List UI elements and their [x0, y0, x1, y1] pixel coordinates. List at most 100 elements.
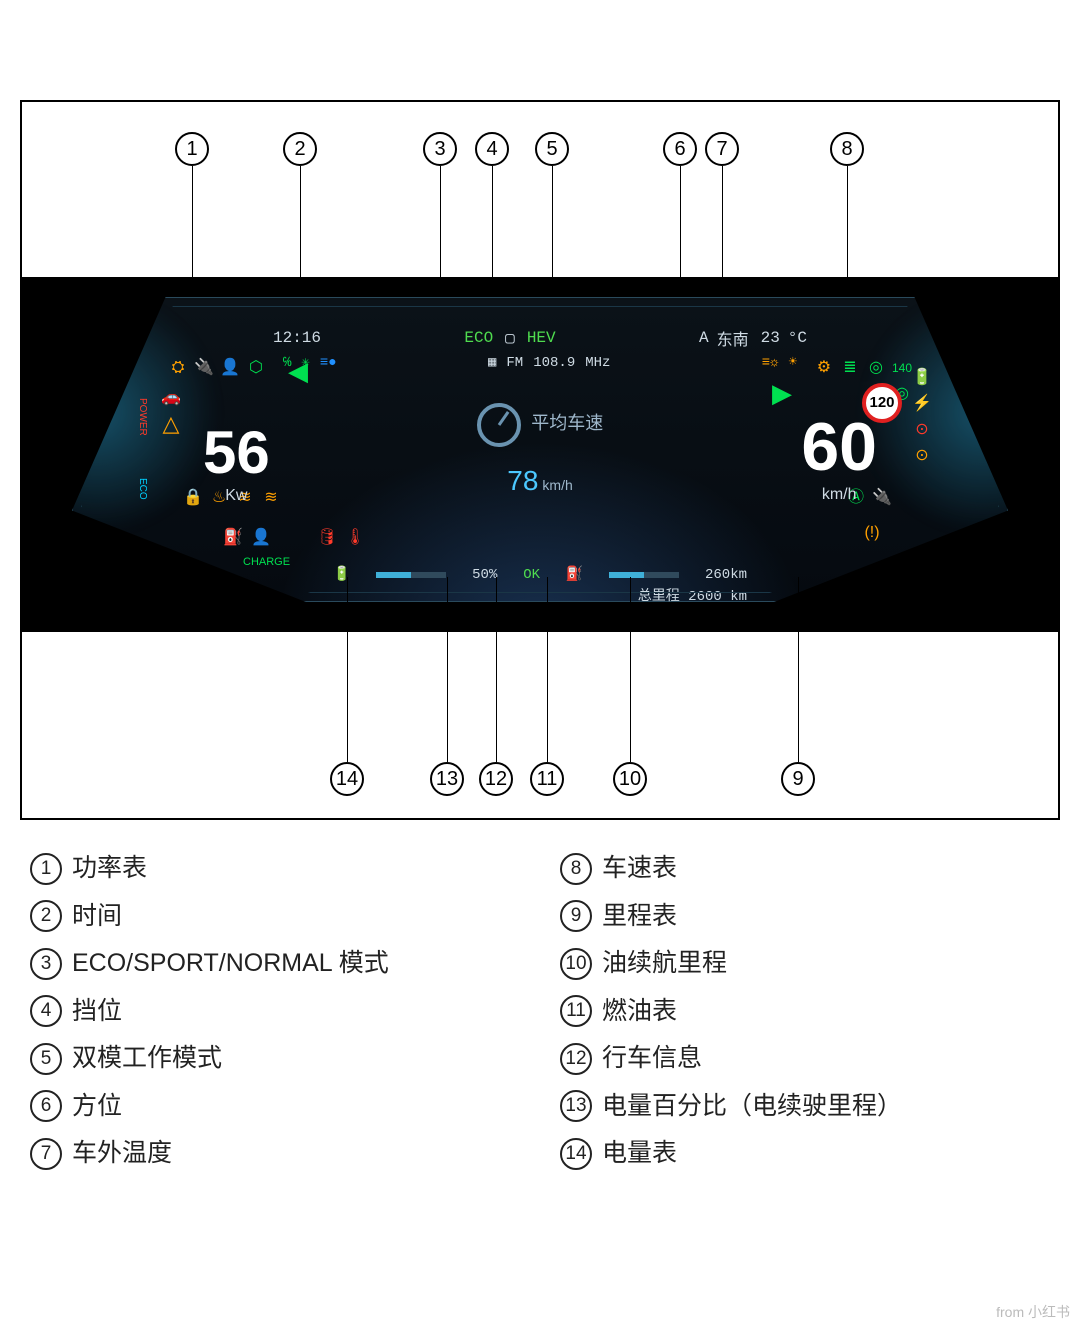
telltale-row: Ⓐ 🔌 [846, 488, 892, 508]
callout-number: 7 [705, 132, 739, 166]
clock: 12:16 [273, 329, 321, 347]
steering-icon: ◎ [866, 358, 886, 378]
gauge-icon [477, 403, 521, 447]
legend-col-right: 8车速表9里程表10油续航里程11燃油表12行车信息13电量百分比（电续驶里程）… [560, 845, 1050, 1178]
telltale-icon: 🚗 [866, 384, 886, 404]
legend-row: 2时间 [30, 893, 520, 941]
leader-line [630, 577, 631, 762]
legend-text: 行车信息 [602, 1035, 702, 1083]
power-gauge: 56 Kw [203, 418, 270, 505]
instrument-cluster: 12:16 ECO ▢ HEV A 东南 23°C ℅ ✳ [72, 297, 1008, 602]
odo-value: 2600 [688, 589, 722, 605]
legend-number: 11 [560, 995, 592, 1027]
speed-value: 60 [801, 409, 877, 485]
battery-gauge-bar [376, 572, 446, 578]
telltale-icon: ⚡ [912, 394, 932, 414]
gear-icon: ▢ [505, 328, 515, 348]
callout-number: 11 [530, 762, 564, 796]
telltale-icon: ☀ [789, 354, 797, 371]
legend: 1功率表2时间3ECO/SPORT/NORMAL 模式4挡位5双模工作模式6方位… [30, 845, 1050, 1178]
legend-number: 4 [30, 995, 62, 1027]
callout-number: 5 [535, 132, 569, 166]
legend-row: 12行车信息 [560, 1035, 1050, 1083]
speed-limit-sign: 120 [862, 383, 902, 423]
telltale-icon: ⚙ [814, 358, 834, 378]
legend-text: 时间 [72, 893, 122, 941]
radio-band: FM [506, 355, 523, 371]
radio-freq: 108.9 [533, 355, 575, 371]
legend-row: 14电量表 [560, 1130, 1050, 1178]
telltale-row: ⛽ 👤 🛢 🌡 [223, 528, 365, 548]
legend-text: 燃油表 [602, 988, 677, 1036]
legend-text: 里程表 [602, 893, 677, 941]
leader-line [798, 577, 799, 762]
legend-row: 9 里程表 [560, 893, 1050, 941]
legend-row: 5双模工作模式 [30, 1035, 520, 1083]
lane-icon: ≣ [840, 358, 860, 378]
tcs-off-icon: ≋ [261, 488, 281, 508]
temp-unit: °C [788, 329, 807, 347]
compass-prefix: A [699, 329, 709, 347]
telltale-icon: ◎ [892, 384, 912, 404]
speed-unit: km/h [801, 486, 877, 504]
telltale-icon: 🔌 [194, 358, 214, 378]
legend-row: 3ECO/SPORT/NORMAL 模式 [30, 940, 520, 988]
avg-speed-label: 平均车速 [531, 413, 603, 433]
tpms-icon: (!) [862, 523, 882, 543]
legend-row: 8车速表 [560, 845, 1050, 893]
hybrid-mode: HEV [527, 329, 556, 347]
cruise-set: 140 [892, 358, 912, 378]
ok-status: OK [523, 567, 540, 583]
legend-text: 车速表 [602, 845, 677, 893]
telltale-icon: ℅ [283, 355, 291, 371]
speed-gauge: 60 km/h [801, 408, 877, 504]
telltale-icon: ♨ [209, 488, 229, 508]
compass: 东南 [717, 326, 749, 350]
legend-number: 9 [560, 900, 592, 932]
legend-text: 方位 [72, 1083, 122, 1131]
odo-unit: km [730, 589, 747, 605]
legend-text: 油续航里程 [602, 940, 727, 988]
center-info: 平均车速 78km/h [73, 403, 1007, 497]
legend-number: 1 [30, 853, 62, 885]
odometer: 总里程 2600 km [638, 585, 747, 605]
airbag-icon: 👤 [251, 528, 271, 548]
legend-number: 3 [30, 948, 62, 980]
legend-text: 电量表 [602, 1130, 677, 1178]
tcs-icon: ≋ [235, 488, 255, 508]
telltale-cluster-left: ⛭ 🔌 👤 ⬡ [168, 358, 278, 378]
dashboard-panel: 12:16 ECO ▢ HEV A 东南 23°C ℅ ✳ [22, 277, 1058, 632]
avg-speed-value: 78 [507, 465, 538, 496]
legend-text: 电量百分比（电续驶里程） [602, 1083, 902, 1131]
coolant-icon: 🌡 [345, 528, 365, 548]
high-beam-icon: ≡● [320, 355, 337, 371]
brake-icon: ⊙ [912, 420, 932, 440]
callout-number: 12 [479, 762, 513, 796]
callout-number: 1 [175, 132, 209, 166]
telltale-row: 🔒 ♨ ≋ ≋ [183, 488, 281, 508]
legend-text: 车外温度 [72, 1130, 172, 1178]
eco-scale-label: ECO [137, 478, 148, 500]
telltale-icon: ✳ [301, 354, 309, 371]
status-row-1: 12:16 ECO ▢ HEV A 东南 23°C [273, 326, 807, 350]
seatbelt-icon: 👤 [220, 358, 240, 378]
right-turn-icon: ▶ [772, 378, 792, 409]
telltale-cluster-right: ⚙ ≣ ◎ 140 🚗 ◎ [802, 358, 912, 404]
leader-line [347, 577, 348, 762]
legend-row: 4挡位 [30, 988, 520, 1036]
fuel-range-unit: km [730, 567, 747, 583]
auto-hold-icon: Ⓐ [846, 488, 866, 508]
charge-scale-label: CHARGE [243, 556, 290, 568]
callout-number: 8 [830, 132, 864, 166]
callout-number: 4 [475, 132, 509, 166]
legend-text: 双模工作模式 [72, 1035, 222, 1083]
legend-number: 7 [30, 1138, 62, 1170]
leader-line [547, 577, 548, 762]
battery-pct: 50 [472, 567, 489, 583]
callout-number: 6 [663, 132, 697, 166]
bottom-strip: 🔋 50% OK ⛽ 260km [333, 566, 747, 583]
callout-number: 10 [613, 762, 647, 796]
legend-number: 13 [560, 1090, 592, 1122]
power-value: 56 [203, 419, 270, 486]
legend-row: 7 车外温度 [30, 1130, 520, 1178]
